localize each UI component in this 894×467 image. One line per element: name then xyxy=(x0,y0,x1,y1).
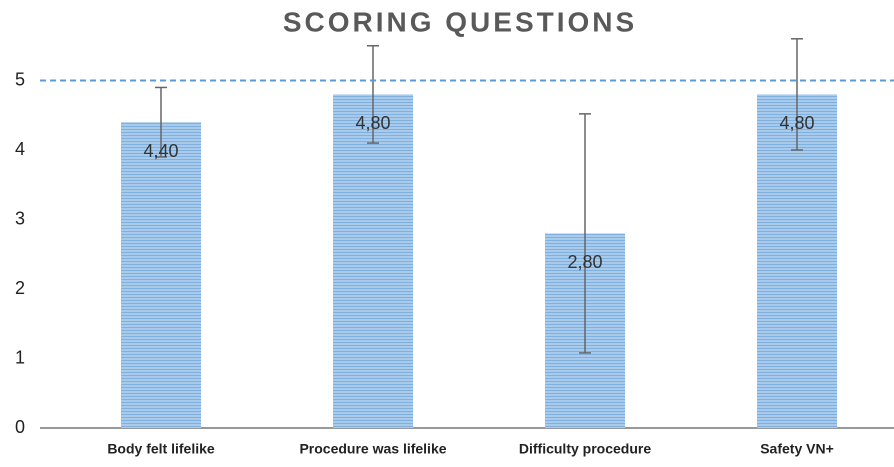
y-tick-label: 2 xyxy=(15,278,25,298)
x-tick-label: Safety VN+ xyxy=(760,441,834,457)
y-tick-label: 1 xyxy=(15,347,25,367)
x-tick-label: Difficulty procedure xyxy=(519,441,651,457)
chart-title: SCORING QUESTIONS xyxy=(283,6,637,37)
error-bar xyxy=(579,113,591,354)
y-tick-label: 4 xyxy=(15,139,25,159)
error-bar xyxy=(791,38,803,151)
error-bar xyxy=(367,45,379,144)
y-tick-label: 5 xyxy=(15,69,25,89)
x-tick-label: Procedure was lifelike xyxy=(299,441,446,457)
bar xyxy=(121,122,201,428)
bar xyxy=(333,94,413,429)
value-label: 4,40 xyxy=(143,141,178,161)
y-tick-label: 0 xyxy=(15,417,25,437)
y-tick-label: 3 xyxy=(15,208,25,228)
value-label: 2,80 xyxy=(567,252,602,272)
value-label: 4,80 xyxy=(779,113,814,133)
x-tick-label: Body felt lifelike xyxy=(107,441,215,457)
error-bar xyxy=(155,86,167,158)
value-label: 4,80 xyxy=(355,113,390,133)
